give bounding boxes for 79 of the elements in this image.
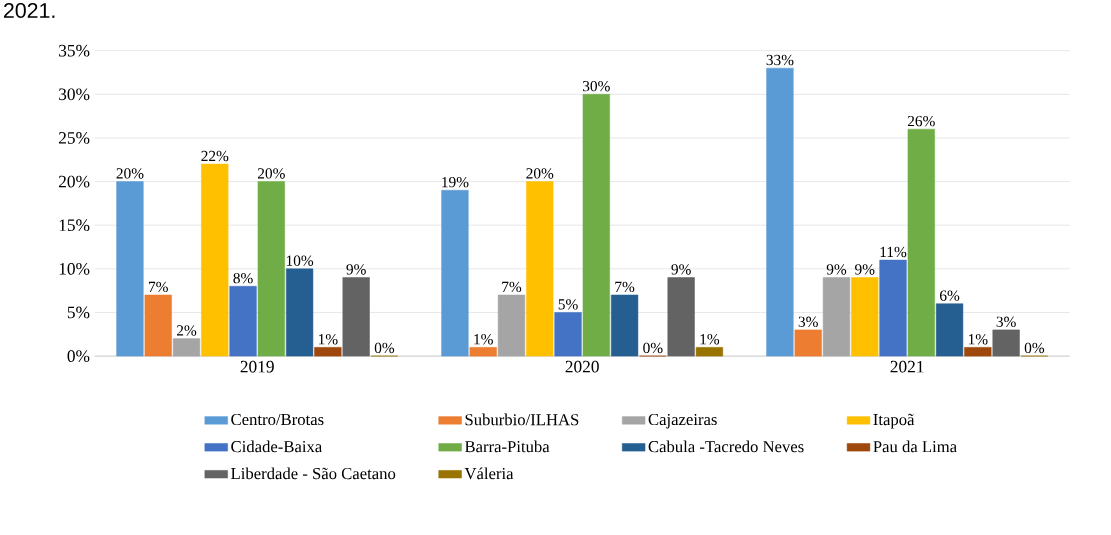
bar	[964, 347, 992, 357]
y-tick-label: 25%	[58, 132, 90, 144]
legend-label: Itapoã	[873, 413, 915, 429]
x-tick-label: 2021	[890, 360, 924, 373]
bar	[469, 347, 497, 357]
bar	[935, 303, 964, 357]
bar	[992, 329, 1020, 357]
data-label: 19%	[442, 177, 469, 188]
legend-label: Barra-Pituba	[464, 440, 550, 453]
data-label: 7%	[149, 281, 168, 293]
data-label: 9%	[855, 264, 875, 275]
data-label: 7%	[615, 281, 635, 293]
bar	[794, 329, 822, 357]
data-label: 20%	[526, 168, 554, 179]
data-label: 9%	[826, 264, 847, 275]
data-label: 0%	[643, 342, 663, 354]
data-label: 26%	[907, 115, 935, 127]
data-label: 20%	[257, 168, 285, 179]
y-tick-label: 30%	[59, 88, 90, 101]
bar	[879, 259, 907, 357]
data-label: 0%	[1024, 342, 1045, 354]
legend-label: Liberdade - São Caetano	[231, 467, 396, 480]
y-tick-label: 15%	[59, 219, 90, 232]
bar	[342, 277, 370, 357]
data-label: 3%	[798, 316, 818, 328]
bar	[695, 347, 724, 357]
data-label: 22%	[201, 150, 229, 162]
data-label: 10%	[286, 255, 314, 266]
bar	[582, 94, 610, 357]
legend-label: Suburbio/ILHAS	[465, 413, 579, 426]
bar	[851, 277, 879, 357]
bar	[201, 163, 229, 357]
legend-label: Cabula -Tacredo Neves	[648, 440, 804, 453]
y-tick-label: 20%	[58, 175, 90, 188]
legend-label: Cajazeiras	[648, 413, 717, 429]
data-label: 0%	[374, 342, 395, 354]
y-tick-label: 0%	[67, 350, 90, 363]
bar	[822, 277, 851, 357]
data-label: 1%	[700, 334, 720, 345]
data-label: 9%	[346, 264, 366, 275]
data-label: 3%	[996, 316, 1016, 328]
legend-label: Pau da Lima	[873, 440, 957, 453]
data-label: 1%	[474, 334, 493, 345]
legend-label: Centro/Brotas	[231, 413, 324, 426]
data-label: 30%	[582, 81, 610, 92]
bar	[286, 268, 314, 357]
legend-label: Váleria	[464, 467, 514, 480]
bar	[526, 181, 554, 357]
bar	[172, 338, 201, 357]
bar	[497, 294, 526, 357]
bar	[907, 129, 935, 357]
data-label: 6%	[940, 290, 960, 301]
data-label: 11%	[880, 246, 907, 258]
y-tick-label: 10%	[59, 263, 90, 275]
text: 2021.	[4, 3, 55, 19]
y-tick-label: 5%	[67, 306, 90, 319]
data-label: 2%	[176, 325, 197, 336]
y-tick-label: 35%	[59, 44, 90, 57]
bar	[144, 294, 172, 357]
data-label: 7%	[502, 281, 522, 293]
data-label: 5%	[558, 299, 578, 310]
x-tick-label: 2020	[565, 360, 599, 373]
data-label: 9%	[671, 264, 691, 275]
bar	[610, 294, 639, 357]
bar	[314, 347, 342, 357]
bar	[257, 181, 285, 357]
data-label: 1%	[968, 334, 988, 345]
bar	[116, 181, 144, 357]
data-label: 8%	[233, 273, 253, 284]
bar	[441, 190, 469, 357]
bar	[667, 277, 695, 357]
data-label: 20%	[116, 168, 144, 179]
data-label: 33%	[766, 54, 794, 66]
legend-label: Cidade-Baixa	[231, 440, 323, 453]
x-tick-label: 2019	[240, 360, 274, 373]
data-label: 1%	[319, 334, 338, 345]
bar	[554, 312, 582, 357]
bar	[229, 286, 257, 357]
bar	[766, 67, 794, 357]
